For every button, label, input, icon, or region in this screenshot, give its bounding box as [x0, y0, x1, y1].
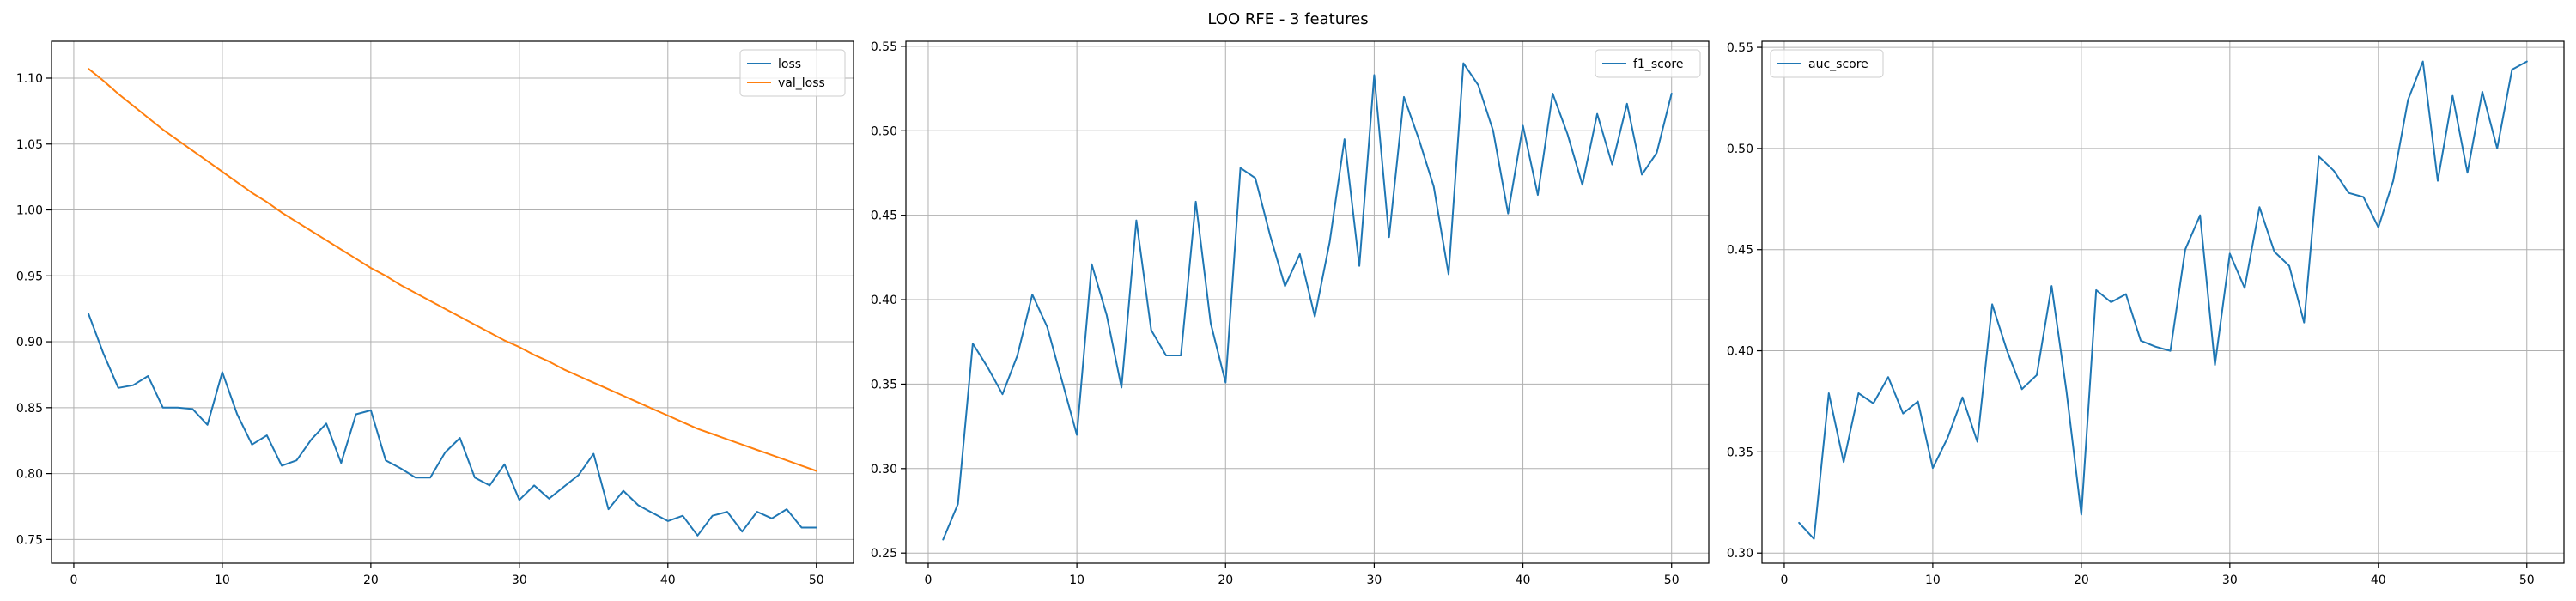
x-tick-label: 50: [2519, 574, 2535, 587]
legend: loss val_loss: [739, 49, 846, 97]
legend: auc_score: [1770, 49, 1884, 78]
y-tick-label: 0.35: [1727, 446, 1753, 459]
x-tick-label: 40: [660, 574, 676, 587]
series-line-f1_score: [942, 62, 1673, 541]
x-tick-label: 30: [2222, 574, 2238, 587]
x-tick-label: 20: [1218, 574, 1233, 587]
y-tick-label: 0.40: [1727, 345, 1753, 359]
legend-box: [1770, 49, 1884, 78]
y-tick-label: 0.50: [871, 124, 897, 138]
y-tick-label: 0.75: [16, 533, 43, 547]
y-tick-label: 0.45: [871, 209, 897, 223]
y-tick-label: 0.80: [16, 468, 43, 482]
y-tick-label: 0.30: [871, 463, 897, 477]
x-tick-label: 10: [1925, 574, 1941, 587]
x-tick-label: 30: [512, 574, 527, 587]
y-tick-label: 0.35: [871, 378, 897, 392]
x-tick-label: 0: [70, 574, 77, 587]
y-tick-label: 1.10: [16, 72, 43, 86]
x-tick-label: 10: [215, 574, 230, 587]
subplot-3: 0 10 20 30 40 50 0.30 0.35 0.40 0.45 0.50 0.55 auc_s…: [1727, 40, 2565, 587]
subplot-1: 0 10 20 30 40 50 0.75 0.80 0.85 0.90 0.95 1.00 1.05 1…: [16, 40, 854, 587]
subplots: 0 10 20 30 40 50 0.75 0.80 0.85 0.90 0.95 1.00 1.05 1…: [16, 40, 2565, 587]
y-tick-label: 0.90: [16, 336, 43, 349]
x-tick-label: 20: [363, 574, 379, 587]
series-line-loss: [88, 313, 817, 537]
x-tick-label: 10: [1069, 574, 1084, 587]
x-tick-label: 50: [1664, 574, 1680, 587]
legend-box: [1595, 49, 1701, 78]
x-tick-label: 50: [809, 574, 824, 587]
x-tick-label: 40: [1516, 574, 1531, 587]
legend-label: auc_score: [1808, 58, 1868, 71]
legend-box: [739, 49, 846, 97]
y-tick-label: 1.00: [16, 204, 43, 218]
y-tick-label: 0.45: [1727, 244, 1753, 258]
figure-title: LOO RFE - 3 features: [1207, 10, 1368, 28]
y-tick-label: 0.40: [871, 294, 897, 307]
axes-frame: [905, 40, 1710, 564]
series-line-val_loss: [88, 68, 817, 472]
y-tick-label: 0.50: [1727, 143, 1753, 156]
y-tick-label: 0.30: [1727, 547, 1753, 561]
x-tick-label: 40: [2371, 574, 2386, 587]
y-tick-label: 0.95: [16, 270, 43, 283]
y-tick-label: 1.05: [16, 138, 43, 152]
subplot-2: 0 10 20 30 40 50 0.25 0.30 0.35 0.40 0.45 0.50 0.55 f…: [871, 40, 1710, 587]
x-tick-label: 0: [925, 574, 933, 587]
series-line-auc_score: [1798, 60, 2528, 540]
y-tick-label: 0.55: [871, 40, 897, 54]
x-tick-label: 30: [1367, 574, 1382, 587]
y-tick-label: 0.55: [1727, 41, 1753, 55]
legend-label: val_loss: [778, 76, 825, 90]
legend-label: loss: [778, 58, 801, 71]
axes-frame: [51, 40, 854, 564]
y-tick-label: 0.85: [16, 402, 43, 416]
x-tick-label: 20: [2074, 574, 2089, 587]
x-tick-label: 0: [1780, 574, 1788, 587]
legend: f1_score: [1595, 49, 1701, 78]
axes-frame: [1761, 40, 2565, 564]
y-tick-label: 0.25: [871, 547, 897, 561]
legend-label: f1_score: [1633, 58, 1683, 71]
